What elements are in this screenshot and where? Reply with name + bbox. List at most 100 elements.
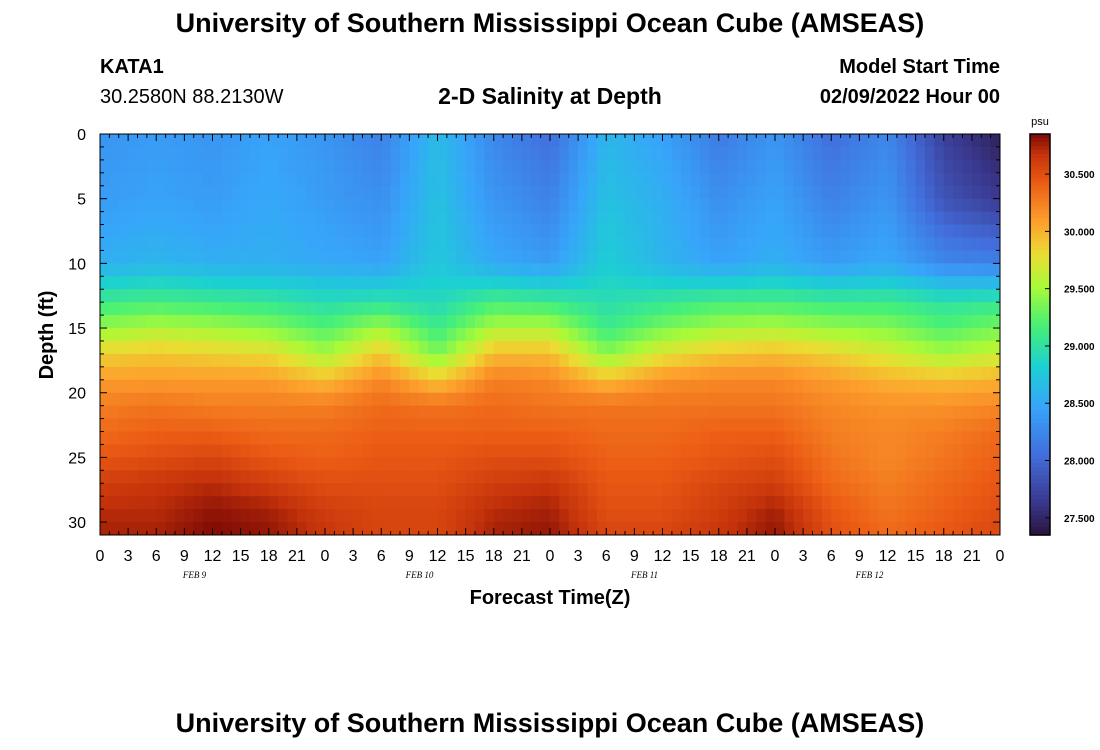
heatmap-cell: [568, 328, 579, 342]
heatmap-cell: [193, 366, 204, 381]
heatmap-cell: [606, 457, 617, 471]
heatmap-cell: [821, 405, 832, 420]
heatmap-cell: [953, 431, 964, 446]
heatmap-cell: [971, 522, 982, 535]
heatmap-cell: [512, 418, 523, 433]
heatmap-cell: [718, 146, 729, 161]
heatmap-cell: [531, 172, 542, 187]
heatmap-cell: [578, 392, 589, 407]
heatmap-cell: [221, 522, 232, 535]
heatmap-cell: [643, 159, 654, 174]
heatmap-cell: [343, 470, 354, 484]
heatmap-cell: [550, 237, 560, 252]
heatmap-cell: [634, 353, 645, 368]
heatmap-cell: [953, 211, 964, 226]
heatmap-cell: [775, 328, 785, 342]
heatmap-cell: [606, 198, 617, 213]
heatmap-cell: [165, 431, 176, 446]
heatmap-cell: [221, 405, 232, 420]
heatmap-cell: [390, 250, 401, 264]
heatmap-cell: [475, 302, 485, 316]
heatmap-cell: [578, 496, 589, 510]
heatmap-cell: [109, 250, 120, 264]
heatmap-cell: [540, 444, 551, 458]
heatmap-cell: [221, 289, 232, 303]
heatmap-cell: [531, 224, 542, 239]
heatmap-cell: [503, 198, 514, 213]
heatmap-cell: [362, 392, 373, 407]
x-tick-label: 15: [682, 548, 700, 565]
heatmap-cell: [821, 302, 832, 316]
heatmap-cell: [362, 509, 373, 523]
heatmap-cell: [784, 431, 795, 446]
heatmap-cell: [821, 509, 832, 523]
heatmap-cell: [934, 146, 945, 161]
heatmap-cell: [250, 392, 260, 407]
heatmap-cell: [418, 496, 429, 510]
heatmap-cell: [371, 418, 382, 433]
heatmap-cell: [643, 418, 654, 433]
colorbar-swatch: [1030, 294, 1050, 300]
heatmap-cell: [531, 211, 542, 226]
heatmap-cell: [212, 328, 223, 342]
heatmap-cell: [831, 328, 842, 342]
heatmap-cell: [381, 250, 392, 264]
heatmap-cell: [193, 328, 204, 342]
heatmap-cell: [971, 211, 982, 226]
heatmap-cell: [400, 366, 410, 381]
heatmap-cell: [446, 353, 457, 368]
heatmap-cell: [278, 289, 289, 303]
heatmap-cell: [343, 224, 354, 239]
heatmap-cell: [709, 263, 720, 277]
colorbar-swatch: [1030, 222, 1050, 227]
heatmap-cell: [109, 509, 120, 523]
heatmap-cell: [175, 263, 185, 277]
colorbar-swatch: [1030, 290, 1050, 295]
heatmap-cell: [240, 470, 251, 484]
heatmap-cell: [278, 431, 289, 446]
heatmap-cell: [465, 470, 476, 484]
heatmap-cell: [690, 224, 701, 239]
heatmap-cell: [559, 315, 570, 329]
heatmap-cell: [118, 289, 129, 303]
heatmap-cell: [437, 250, 448, 264]
heatmap-cell: [428, 340, 439, 355]
heatmap-cell: [259, 211, 270, 226]
heatmap-cell: [109, 263, 120, 277]
heatmap-cell: [681, 302, 692, 316]
heatmap-cell: [578, 444, 589, 458]
heatmap-cell: [775, 392, 785, 407]
heatmap-cell: [896, 340, 907, 355]
heatmap-cell: [250, 483, 260, 497]
heatmap-cell: [184, 302, 195, 316]
heatmap-cell: [362, 405, 373, 420]
heatmap-cell: [306, 237, 317, 252]
colorbar-swatch: [1030, 518, 1050, 524]
heatmap-cell: [709, 315, 720, 329]
heatmap-cell: [700, 198, 710, 213]
heatmap-cell: [184, 134, 195, 148]
heatmap-cell: [268, 250, 279, 264]
heatmap-cell: [878, 379, 889, 394]
heatmap-cell: [175, 444, 185, 458]
heatmap-cell: [568, 379, 579, 394]
heatmap-cell: [503, 392, 514, 407]
heatmap-cell: [390, 302, 401, 316]
heatmap-cell: [456, 340, 467, 355]
heatmap-cell: [962, 522, 973, 535]
heatmap-cell: [203, 172, 214, 187]
heatmap-cell: [503, 509, 514, 523]
heatmap-cell: [137, 134, 148, 148]
heatmap-cell: [934, 134, 945, 148]
heatmap-cell: [971, 470, 982, 484]
heatmap-cell: [446, 263, 457, 277]
heatmap-cell: [821, 224, 832, 239]
heatmap-cell: [653, 379, 664, 394]
colorbar-swatch: [1030, 370, 1050, 376]
heatmap-cell: [296, 328, 307, 342]
heatmap-cell: [400, 483, 410, 497]
heatmap-cell: [568, 483, 579, 497]
heatmap-cell: [296, 237, 307, 252]
heatmap-cell: [334, 159, 345, 174]
heatmap-cell: [587, 315, 598, 329]
